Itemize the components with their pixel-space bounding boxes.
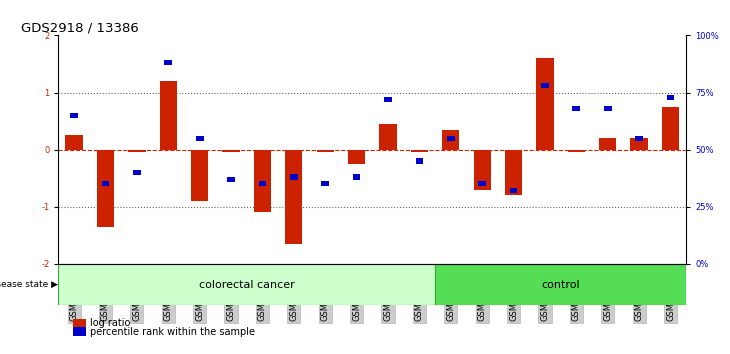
Bar [285, 150, 302, 244]
Text: control: control [542, 280, 580, 290]
Text: colorectal cancer: colorectal cancer [199, 280, 295, 290]
Text: GDS2918 / 13386: GDS2918 / 13386 [20, 21, 139, 34]
Bar [541, 83, 549, 88]
Text: disease state ▶: disease state ▶ [0, 280, 58, 289]
Bar [635, 136, 643, 141]
Bar [478, 181, 486, 187]
Bar [415, 159, 423, 164]
Text: percentile rank within the sample: percentile rank within the sample [90, 327, 255, 337]
Bar [290, 175, 298, 179]
Bar [258, 181, 266, 187]
Bar [128, 150, 145, 153]
Bar [353, 175, 361, 179]
Bar [348, 150, 365, 164]
Bar [70, 113, 78, 118]
Bar [631, 138, 648, 150]
Bar [442, 130, 459, 150]
Bar [510, 188, 518, 193]
Bar [384, 97, 392, 102]
Bar [505, 150, 522, 195]
Bar [133, 170, 141, 175]
Bar [435, 264, 686, 306]
Bar [164, 60, 172, 65]
Bar [223, 150, 239, 153]
Bar [666, 95, 675, 100]
Bar [411, 150, 428, 153]
Bar [227, 177, 235, 182]
Bar [317, 150, 334, 153]
Bar [447, 136, 455, 141]
Bar [537, 58, 553, 150]
Bar [474, 150, 491, 190]
Bar [321, 181, 329, 187]
Bar [58, 264, 435, 306]
Bar [572, 106, 580, 111]
Bar [662, 107, 679, 150]
Bar [196, 136, 204, 141]
Text: log ratio: log ratio [90, 318, 130, 328]
Bar [97, 150, 114, 227]
Bar [66, 135, 82, 150]
Bar [160, 81, 177, 150]
Bar [568, 150, 585, 153]
Bar [191, 150, 208, 201]
Bar [599, 138, 616, 150]
Bar [101, 181, 110, 187]
Bar [604, 106, 612, 111]
Bar [380, 124, 396, 150]
Bar [254, 150, 271, 212]
